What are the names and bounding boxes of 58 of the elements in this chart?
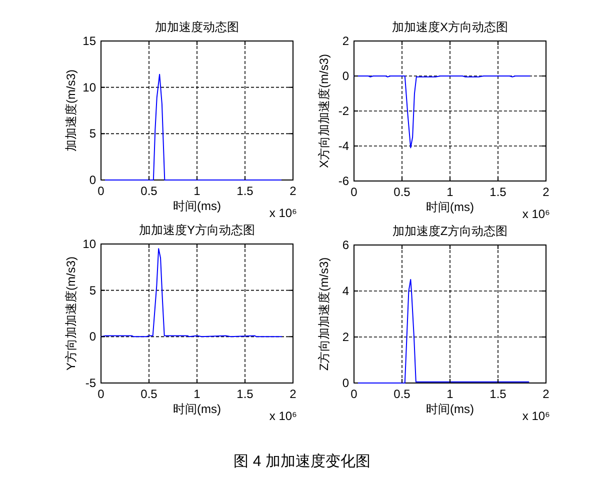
y-tick-label: 2 (342, 34, 350, 48)
y-tick-label: 5 (89, 126, 96, 141)
y-axis-title: Y方向加加速度(m/s3) (64, 256, 78, 370)
text: x 10⁶ (522, 207, 550, 221)
chart-title: 加加速度动态图 (155, 20, 239, 34)
x-tick-label: 0 (98, 387, 105, 401)
y-tick-label: 15 (82, 34, 96, 48)
x-tick-label: 1 (446, 185, 454, 199)
y-tick-label: 10 (82, 237, 96, 251)
x-tick-label: 1.5 (236, 184, 254, 198)
text: x 10⁶ (269, 409, 298, 423)
chart-title: 加加速度Y方向动态图 (138, 223, 256, 237)
y-tick-label: -2 (338, 104, 350, 118)
x-tick-label: 0 (350, 387, 358, 401)
x-axis-title: 时间(ms) (173, 199, 221, 213)
x-tick-label: 1 (446, 387, 454, 401)
y-axis-title: X方向加加速度(m/s3) (317, 54, 331, 168)
x-axis-title: 时间(ms) (173, 402, 221, 416)
y-tick-label: -4 (338, 139, 350, 153)
y-axis-title: Z方向加加速度(m/s3) (317, 257, 331, 371)
y-tick-label: 6 (342, 238, 350, 252)
x-tick-label: 0 (98, 184, 105, 198)
x-tick-label: 1 (194, 387, 201, 401)
x-tick-label: 2 (542, 387, 550, 401)
chart-title: 加加速度Z方向动态图 (392, 224, 508, 238)
line-series (354, 76, 530, 148)
y-tick-label: -6 (338, 174, 350, 188)
x-tick-label: 0 (350, 185, 358, 199)
x-tick-label: 0.5 (394, 387, 411, 401)
y-tick-label: 5 (89, 283, 96, 298)
x-axis-title: 时间(ms) (426, 402, 474, 416)
x-tick-label: 1.5 (490, 185, 507, 199)
line-series (354, 279, 530, 384)
x-tick-label: 2 (290, 387, 297, 401)
x-tick-label: 0.5 (140, 184, 158, 198)
y-tick-label: 0 (342, 376, 350, 390)
y-tick-label: 10 (82, 80, 96, 94)
chart-title: 加加速度X方向动态图 (392, 20, 508, 34)
x-tick-label: 2 (290, 184, 297, 198)
x-tick-label: 2 (542, 185, 550, 199)
y-tick-label: 0 (89, 173, 96, 187)
line-series (100, 248, 282, 338)
y-tick-label: 2 (342, 330, 350, 344)
y-axis-title: 加加速度(m/s3) (64, 70, 78, 152)
text: x 10⁶ (522, 409, 550, 423)
x-axis-title: 时间(ms) (426, 200, 474, 214)
y-tick-label: -5 (85, 376, 96, 390)
x-tick-label: 1.5 (236, 387, 254, 401)
text: x 10⁶ (269, 206, 298, 220)
x-tick-label: 1 (194, 184, 201, 198)
x-tick-label: 0.5 (394, 185, 411, 199)
x-tick-label: 1.5 (490, 387, 507, 401)
y-tick-label: 0 (342, 69, 350, 83)
y-tick-label: 0 (89, 330, 96, 344)
text: 图 4 加加速度变化图 (234, 453, 370, 470)
x-tick-label: 0.5 (140, 387, 158, 401)
y-tick-label: 4 (342, 284, 350, 298)
line-series (100, 74, 282, 180)
